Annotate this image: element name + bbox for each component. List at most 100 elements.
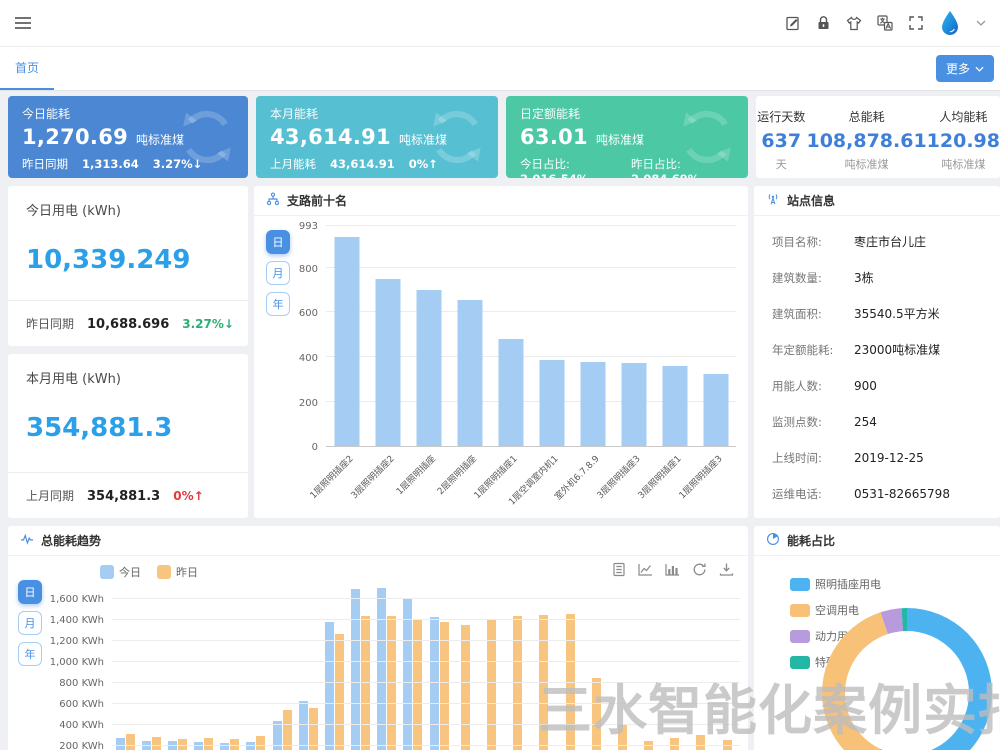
- panel-title: 支路前十名: [287, 194, 348, 208]
- trend-bar-today: [351, 589, 361, 750]
- summary-stats-panel: 运行天数 637 天 总能耗 108,878.61 吨标准煤 人均能耗 120.…: [756, 96, 1000, 178]
- delta-badge: 3.27%↓: [182, 317, 234, 331]
- kpi-value: 43,614.91: [270, 125, 391, 149]
- recycle-icon: [170, 102, 244, 176]
- branch-ytick: 0: [311, 442, 318, 453]
- legend-item-照明插座用电[interactable]: 照明插座用电: [790, 576, 881, 592]
- site-info-panel: 站点信息 项目名称: 枣庄市台儿庄 建筑数量: 3栋 建筑面积: 35540.5平方米 年定…: [754, 186, 1000, 518]
- legend-label: 今日: [119, 566, 141, 579]
- trend-bar-yesterday: [230, 738, 240, 750]
- trend-bar-yesterday: [413, 618, 423, 750]
- branch-period-buttons: 日月年: [266, 230, 290, 316]
- bar-chart-icon[interactable]: [665, 562, 680, 577]
- kpi-compare-label: 昨日同期: [22, 157, 68, 171]
- trend-bar-yesterday: [308, 708, 318, 750]
- trend-bar-yesterday: [204, 738, 214, 750]
- line-chart-icon[interactable]: [638, 562, 653, 577]
- site-info-value: 900: [854, 379, 877, 393]
- legend-swatch: [790, 655, 810, 669]
- trend-bar-today: [403, 598, 413, 750]
- kpi-card-daily-quota-energy: 日定额能耗 63.01 吨标准煤 今日占比: 2,016.54% 昨日占比: 2,…: [506, 96, 748, 178]
- site-info-label: 用能人数:: [772, 379, 822, 393]
- trend-gridline: [112, 702, 740, 704]
- trend-bar-today: [429, 617, 439, 750]
- trend-chart-slot: [426, 588, 452, 750]
- branch-bar: [416, 290, 441, 446]
- site-info-row: 监测点数: 254: [772, 412, 982, 433]
- legend-item-昨日[interactable]: 昨日: [157, 564, 198, 580]
- download-icon[interactable]: [719, 562, 734, 577]
- trend-bar-yesterday: [722, 739, 732, 750]
- branch-gridline: [326, 400, 736, 402]
- period-button-年[interactable]: 年: [266, 292, 290, 316]
- legend-label: 空调用电: [815, 604, 859, 617]
- period-button-月[interactable]: 月: [18, 611, 42, 635]
- trend-bar-yesterday: [460, 624, 470, 750]
- trend-chart-slot: [374, 588, 400, 750]
- legend-swatch: [100, 565, 114, 579]
- compare-row: 上月同期 354,881.3 0%↑: [26, 487, 204, 504]
- kpi-ratio-today: 今日占比: 2,016.54%: [520, 157, 588, 178]
- kpi-unit: 吨标准煤: [136, 133, 185, 147]
- chevron-down-icon: [975, 66, 984, 72]
- trend-chart-slot: [505, 588, 531, 750]
- note-edit-icon[interactable]: [785, 15, 801, 31]
- site-info-row: 用能人数: 900: [772, 376, 982, 397]
- period-button-年[interactable]: 年: [18, 642, 42, 666]
- branch-chart-slot: 3层照明插座1: [637, 226, 695, 501]
- period-button-月[interactable]: 月: [266, 261, 290, 285]
- site-info-value: 23000吨标准煤: [854, 343, 941, 357]
- translate-icon[interactable]: [877, 15, 893, 31]
- legend-label: 昨日: [176, 566, 198, 579]
- restore-icon[interactable]: [692, 562, 707, 577]
- fullscreen-icon[interactable]: [908, 15, 924, 31]
- trend-bar-yesterday: [617, 724, 627, 750]
- trend-bar-today: [272, 720, 282, 750]
- recycle-icon: [420, 102, 494, 176]
- legend-item-今日[interactable]: 今日: [100, 564, 141, 580]
- kpi-title: 本月能耗: [270, 107, 319, 121]
- branch-bar: [580, 361, 605, 446]
- kpi-card-today-energy: 今日能耗 1,270.69 吨标准煤 昨日同期 1,313.64 3.27%↓: [8, 96, 248, 178]
- trend-chart-slot: [662, 588, 688, 750]
- site-info-value: 35540.5平方米: [854, 307, 940, 321]
- period-button-日[interactable]: 日: [18, 580, 42, 604]
- lock-icon[interactable]: [816, 15, 831, 31]
- branch-category-label: 3层照明插座1: [636, 454, 684, 502]
- trend-bar-yesterday: [591, 677, 601, 750]
- trend-gridline: [112, 618, 740, 620]
- period-button-日[interactable]: 日: [266, 230, 290, 254]
- trend-bar-today: [377, 588, 387, 750]
- site-info-label: 建筑面积:: [772, 307, 822, 321]
- panel-title: 总能耗趋势: [41, 534, 102, 548]
- trend-chart-slot: [243, 588, 269, 750]
- data-view-icon[interactable]: [612, 562, 626, 577]
- branch-gridline: [326, 355, 736, 357]
- branch-ytick: 400: [298, 352, 318, 364]
- chevron-down-icon[interactable]: [976, 20, 986, 26]
- water-drop-logo[interactable]: [939, 10, 961, 36]
- hamburger-menu-icon[interactable]: [14, 16, 32, 30]
- trend-chart-slot: [583, 588, 609, 750]
- branch-category-label: 3层照明插座2: [349, 454, 397, 502]
- branch-bar: [703, 373, 728, 446]
- card-title: 本月用电 (kWh): [26, 372, 121, 387]
- site-info-row: 上线时间: 2019-12-25: [772, 448, 982, 469]
- trend-bar-yesterday: [670, 737, 680, 750]
- legend-item-空调用电[interactable]: 空调用电: [790, 602, 881, 618]
- kpi-title: 今日能耗: [22, 107, 71, 121]
- more-button[interactable]: 更多: [935, 55, 994, 82]
- branch-bar: [539, 359, 564, 446]
- legend-swatch: [790, 629, 810, 643]
- tab-home[interactable]: 首页: [0, 47, 55, 90]
- branch-ytick: 993: [298, 221, 318, 232]
- theme-shirt-icon[interactable]: [846, 15, 862, 31]
- panel-title: 站点信息: [787, 194, 836, 208]
- trend-icon: [20, 532, 34, 549]
- topbar-actions: [785, 10, 986, 36]
- trend-gridline: [112, 681, 740, 683]
- card-value: 10,339.249: [26, 245, 191, 275]
- branch-bar: [457, 300, 482, 446]
- site-info-value: 254: [854, 415, 877, 429]
- trend-ytick: 800 KWh: [59, 677, 104, 689]
